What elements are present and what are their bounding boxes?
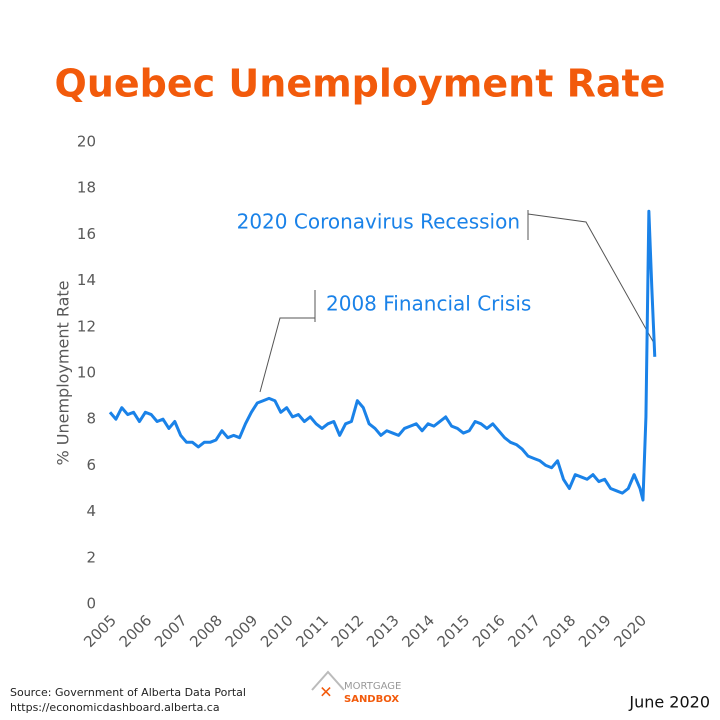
y-tick-label: 18 <box>77 179 96 197</box>
chart-title: Quebec Unemployment Rate <box>55 62 666 106</box>
annotation: 2020 Coronavirus Recession <box>237 210 520 234</box>
y-tick-label: 16 <box>77 225 96 243</box>
y-tick-label: 6 <box>86 456 96 474</box>
logo-roof <box>311 670 345 691</box>
date: June 2020 <box>628 693 710 712</box>
logo: ✕ MORTGAGE SANDBOX <box>311 670 401 705</box>
y-tick-label: 4 <box>86 502 96 520</box>
y-tick-label: 12 <box>77 317 96 335</box>
source: Source: Government of Alberta Data Porta… <box>10 686 246 699</box>
logo-text: MORTGAGE <box>344 681 401 692</box>
y-tick-label: 14 <box>77 271 96 289</box>
y-tick-label: 10 <box>77 364 96 382</box>
annotation-leader <box>259 317 315 393</box>
line-series <box>108 209 657 502</box>
annotation-leader <box>527 213 656 346</box>
y-tick-label: 0 <box>86 595 96 613</box>
source: https://economicdashboard.alberta.ca <box>10 701 220 714</box>
logo-text: SANDBOX <box>344 694 399 705</box>
annotation: 2008 Financial Crisis <box>326 292 531 316</box>
y-tick-label: 20 <box>77 133 96 151</box>
y-tick-label: 2 <box>86 548 96 566</box>
y-tick-label: 8 <box>86 410 96 428</box>
y-axis-label: % Unemployment Rate <box>54 280 73 465</box>
logo-mark: ✕ <box>319 683 332 702</box>
